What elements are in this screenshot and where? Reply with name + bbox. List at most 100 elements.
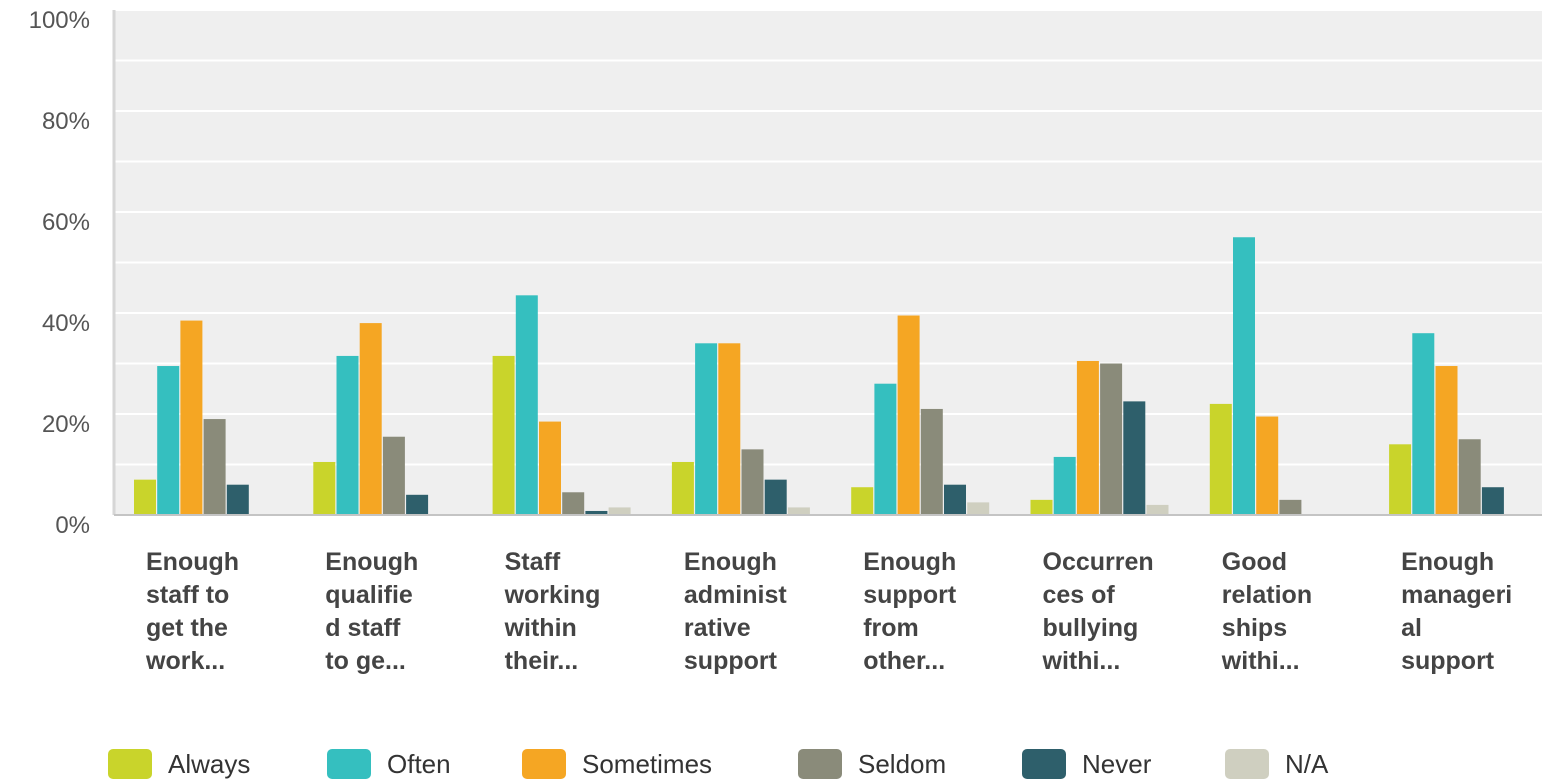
bar-often: [157, 366, 180, 515]
bar-n-a: [967, 502, 990, 515]
bar-never: [406, 494, 429, 515]
bar-always: [313, 461, 336, 515]
x-category-label: Enough qualifie d staff to ge...: [325, 548, 418, 675]
bar-sometimes: [539, 421, 561, 515]
bar-always: [671, 461, 694, 515]
bar-seldom: [1100, 363, 1123, 515]
x-category-label-line: administ: [684, 581, 787, 609]
bar-sometimes: [180, 320, 203, 515]
bar-never: [226, 484, 249, 515]
x-category-label-line: staff to: [146, 581, 229, 609]
x-category-label-line: relation: [1222, 581, 1312, 609]
bar-seldom: [562, 492, 585, 515]
bar-sometimes: [359, 323, 382, 515]
y-tick-label: 20%: [42, 411, 90, 438]
bar-often: [1053, 456, 1076, 515]
x-category-label-line: withi...: [1042, 647, 1121, 675]
legend-swatch: [1225, 749, 1269, 779]
x-category-label-line: get the: [146, 614, 228, 642]
x-category-label-line: Staff: [505, 548, 561, 576]
x-category-label-line: other...: [863, 647, 945, 675]
bar-never: [585, 510, 608, 515]
x-category-label-line: d staff: [325, 614, 401, 642]
y-tick-label: 100%: [29, 7, 90, 34]
x-category-label-line: al: [1401, 614, 1422, 642]
legend-label: Always: [168, 748, 251, 779]
legend-swatch: [108, 749, 152, 779]
legend-label: Sometimes: [582, 748, 713, 779]
x-category-label-line: support: [863, 581, 957, 609]
legend-item: Often: [327, 748, 451, 780]
x-category-label-line: ships: [1222, 614, 1287, 642]
legend-item: Never: [1022, 748, 1151, 780]
bar-seldom: [382, 436, 405, 515]
x-category-label-line: working: [504, 581, 601, 609]
bar-often: [336, 355, 359, 515]
x-category-label: Enough support from other...: [863, 548, 957, 675]
x-category-label-line: Enough: [325, 548, 418, 576]
x-category-label-line: ces of: [1043, 581, 1116, 609]
bar-sometimes: [718, 343, 741, 515]
bar-often: [874, 383, 897, 515]
bar-sometimes: [1256, 416, 1279, 515]
bar-never: [1123, 401, 1146, 515]
bar-sometimes: [1435, 366, 1458, 515]
y-tick-label: 60%: [42, 209, 90, 236]
legend-item: Always: [108, 748, 250, 780]
bar-often: [1233, 237, 1255, 515]
bar-seldom: [741, 449, 764, 515]
x-category-label-line: Enough: [863, 548, 956, 576]
x-category-label: Staff working within their...: [504, 548, 601, 675]
x-category-label-line: Enough: [684, 548, 777, 576]
legend-swatch: [327, 749, 371, 779]
x-category-label-line: to ge...: [325, 647, 406, 675]
y-tick-label: 40%: [42, 310, 90, 337]
legend-label: N/A: [1285, 748, 1329, 779]
legend-label: Often: [387, 748, 451, 779]
bar-never: [1481, 487, 1504, 515]
bar-always: [851, 487, 874, 515]
bar-sometimes: [897, 315, 920, 515]
legend-swatch: [798, 749, 842, 779]
x-category-label-line: withi...: [1221, 647, 1300, 675]
legend-item: Seldom: [798, 748, 946, 780]
bar-never: [764, 479, 787, 515]
bars: [134, 237, 1504, 515]
x-category-label-line: support: [1401, 647, 1495, 675]
legend-swatch: [522, 749, 566, 779]
bar-sometimes: [1076, 360, 1099, 515]
bar-often: [515, 295, 538, 515]
y-axis-ticks: 0% 20% 40% 60% 80% 100%: [29, 7, 90, 539]
x-category-label: Enough staff to get the work...: [145, 548, 239, 675]
x-category-label-line: manageri: [1401, 581, 1512, 609]
bar-seldom: [1279, 499, 1302, 515]
x-category-label-line: work...: [145, 647, 225, 675]
x-category-label: Enough manageri al support: [1401, 548, 1512, 675]
bar-n-a: [787, 507, 810, 515]
bar-often: [695, 343, 718, 515]
x-category-label-line: Enough: [146, 548, 239, 576]
x-category-label-line: qualifie: [325, 581, 413, 609]
x-category-label-line: their...: [505, 647, 579, 675]
x-category-label-line: from: [863, 614, 919, 642]
bar-n-a: [1146, 504, 1169, 515]
x-category-label-line: Enough: [1401, 548, 1494, 576]
legend-swatch: [1022, 749, 1066, 779]
legend-label: Seldom: [858, 748, 947, 779]
y-tick-label: 80%: [42, 108, 90, 135]
bar-never: [944, 484, 966, 515]
x-category-label-line: Occurren: [1043, 548, 1154, 576]
bar-always: [492, 355, 515, 515]
bar-always: [1389, 444, 1412, 515]
bar-seldom: [1458, 439, 1481, 515]
x-category-label-line: within: [504, 614, 577, 642]
x-axis-labels: Enough staff to get the work... Enough qualif…: [145, 548, 1512, 675]
y-tick-label: 0%: [55, 512, 90, 539]
bar-always: [1209, 403, 1232, 515]
bar-seldom: [920, 408, 943, 515]
x-category-label-line: support: [684, 647, 778, 675]
bar-often: [1412, 333, 1435, 515]
legend-label: Never: [1082, 748, 1152, 779]
bar-always: [134, 479, 156, 515]
